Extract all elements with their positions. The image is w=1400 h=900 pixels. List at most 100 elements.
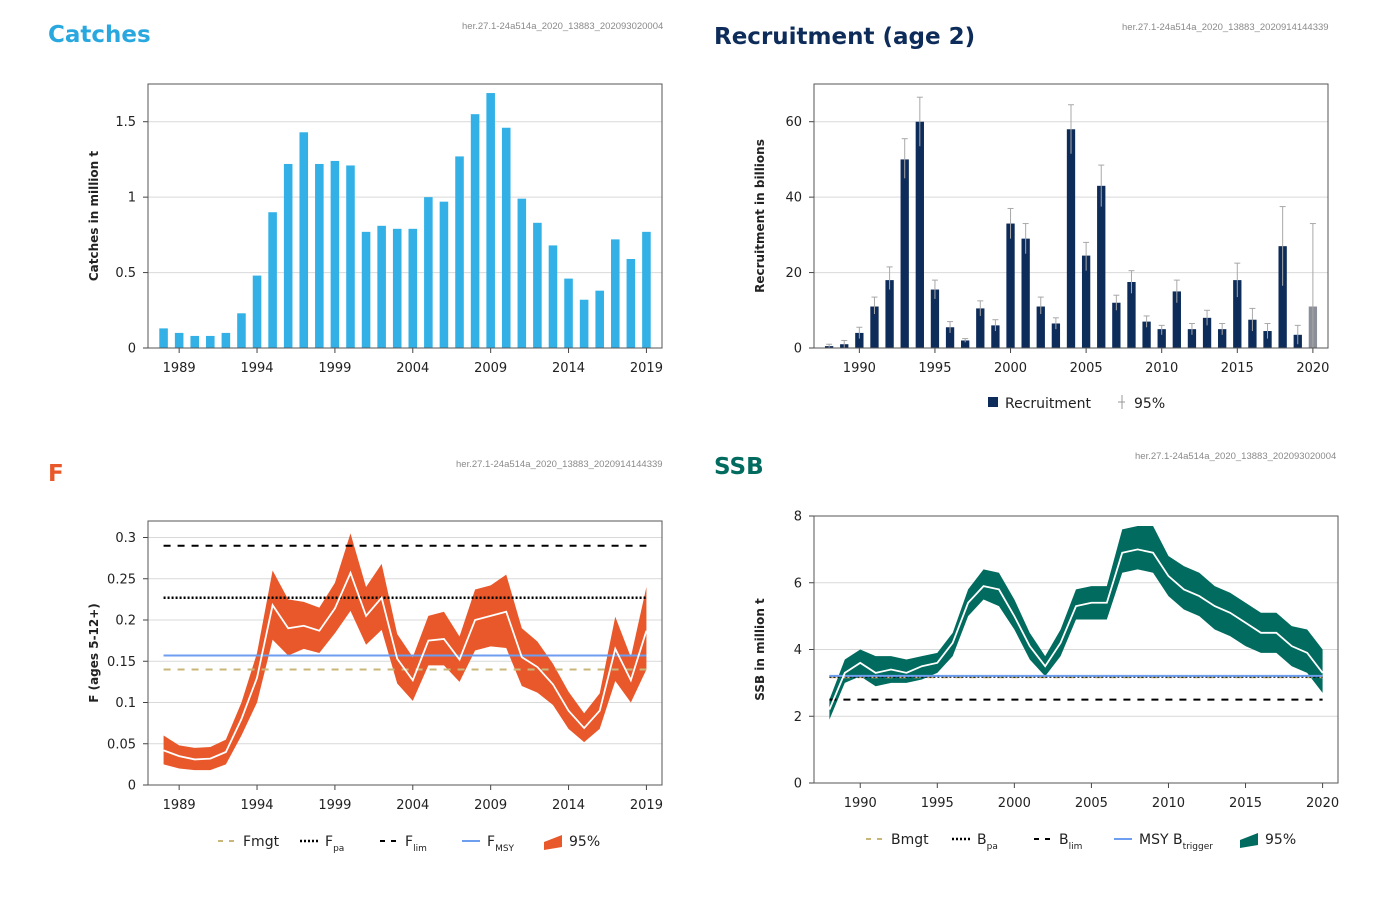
- y-tick-label: 40: [785, 191, 802, 206]
- y-tick-label: 8: [794, 510, 802, 525]
- y-tick-label: 0.5: [115, 266, 136, 281]
- y-tick-label: 0.25: [107, 572, 136, 587]
- bar: [315, 163, 324, 348]
- x-tick-label: 1994: [240, 361, 273, 376]
- f-figure-id: her.27.1-24a514a_2020_13883_202091414433…: [456, 459, 663, 470]
- legend-label: Bmgt: [891, 832, 929, 848]
- catches-figure-id: her.27.1-24a514a_2020_13883_202093020004: [462, 21, 664, 32]
- y-axis-label: SSB in million t: [753, 598, 767, 701]
- f-ci-band: [163, 533, 647, 771]
- y-tick-label: 0: [794, 777, 802, 792]
- legend-band: [544, 835, 562, 850]
- x-tick-label: 2015: [1229, 796, 1262, 811]
- y-axis-label: F (ages 5-12+): [87, 603, 101, 703]
- bar: [424, 197, 433, 348]
- x-tick-label: 2020: [1296, 361, 1329, 376]
- y-tick-label: 4: [794, 643, 802, 658]
- y-tick-label: 0: [128, 779, 136, 794]
- bar: [1097, 185, 1106, 348]
- bar: [206, 335, 215, 348]
- recruitment-axes: 0 20 40 60 1990 1995 2000 2005 2010 2015 2020 Recru…: [753, 115, 1329, 376]
- ssb-estimate-line: [828, 548, 1324, 710]
- bar: [870, 306, 879, 348]
- x-tick-label: 2000: [998, 796, 1031, 811]
- recruitment-frame: [813, 83, 1329, 349]
- ssb-ci-band: [829, 526, 1323, 720]
- bar: [1187, 329, 1197, 348]
- bar: [455, 156, 464, 348]
- y-tick-label: 60: [785, 115, 802, 130]
- x-tick-label: 2019: [630, 361, 663, 376]
- catches-frame: [147, 83, 663, 349]
- x-tick-label: 2019: [630, 798, 663, 813]
- recruitment-title: Recruitment (age 2): [714, 24, 976, 50]
- bar: [439, 201, 449, 348]
- legend-label: 95%: [1265, 832, 1296, 848]
- bar: [642, 231, 651, 348]
- bar: [1218, 329, 1227, 348]
- bar: [190, 335, 200, 348]
- x-tick-label: 2015: [1221, 361, 1254, 376]
- x-tick-label: 1999: [318, 798, 351, 813]
- y-axis-label: Catches in million t: [87, 151, 101, 282]
- y-tick-label: 0: [128, 342, 136, 357]
- bar: [885, 280, 894, 348]
- bar: [252, 275, 262, 348]
- y-tick-label: 0.2: [115, 614, 136, 629]
- bar: [855, 332, 864, 348]
- ssb-title: SSB: [714, 454, 764, 480]
- bar: [533, 222, 542, 348]
- x-tick-label: 2000: [994, 361, 1027, 376]
- x-tick-label: 1989: [163, 798, 196, 813]
- ssb-frame: [813, 515, 1339, 784]
- x-tick-label: 1995: [921, 796, 954, 811]
- bar: [268, 212, 277, 348]
- bar: [1172, 291, 1181, 348]
- bar: [1081, 255, 1091, 348]
- bar: [1248, 319, 1257, 348]
- bar: [1157, 329, 1166, 348]
- bar: [945, 327, 955, 348]
- bar: [548, 245, 558, 348]
- bar: [361, 231, 371, 348]
- bar: [900, 159, 909, 348]
- bar: [610, 239, 620, 348]
- catches-title: Catches: [48, 22, 151, 48]
- bar: [595, 290, 604, 348]
- bar: [517, 198, 527, 348]
- ssb-figure-id: her.27.1-24a514a_2020_13883_202093020004: [1135, 451, 1337, 462]
- ssb-legend: Bmgt Bpa Blim MSY Btrigger 95%: [866, 832, 1296, 852]
- bar: [1127, 282, 1136, 348]
- x-tick-label: 1989: [163, 361, 196, 376]
- legend-label: MSY Btrigger: [1139, 832, 1213, 852]
- bar: [1021, 238, 1030, 348]
- x-tick-label: 2020: [1306, 796, 1339, 811]
- bar: [1263, 331, 1272, 348]
- bar: [1006, 223, 1015, 348]
- bar: [915, 121, 924, 348]
- y-tick-label: 0: [794, 342, 802, 357]
- bar: [930, 289, 940, 348]
- x-tick-label: 1990: [843, 361, 876, 376]
- bar: [470, 114, 480, 349]
- y-tick-label: 0.05: [107, 737, 136, 752]
- bar: [237, 313, 246, 348]
- x-tick-label: 2010: [1152, 796, 1185, 811]
- bar: [1202, 317, 1212, 348]
- legend-label: 95%: [569, 834, 600, 850]
- bar: [1112, 302, 1121, 348]
- y-tick-label: 6: [794, 576, 802, 591]
- bar: [626, 258, 636, 348]
- bar: [1142, 321, 1151, 348]
- x-tick-label: 2014: [552, 361, 585, 376]
- x-tick-label: 2004: [396, 361, 429, 376]
- x-tick-label: 2004: [396, 798, 429, 813]
- f-estimate-line: [163, 570, 648, 761]
- catches-axes: 0 0.5 1 1.5 1989 1994 1999 2004 2009 2014 2019 Catc…: [87, 115, 663, 376]
- recruitment-bars: [824, 121, 1318, 348]
- x-tick-label: 1990: [844, 796, 877, 811]
- legend-swatch: [988, 397, 998, 407]
- bar: [392, 228, 402, 348]
- bar: [579, 299, 589, 348]
